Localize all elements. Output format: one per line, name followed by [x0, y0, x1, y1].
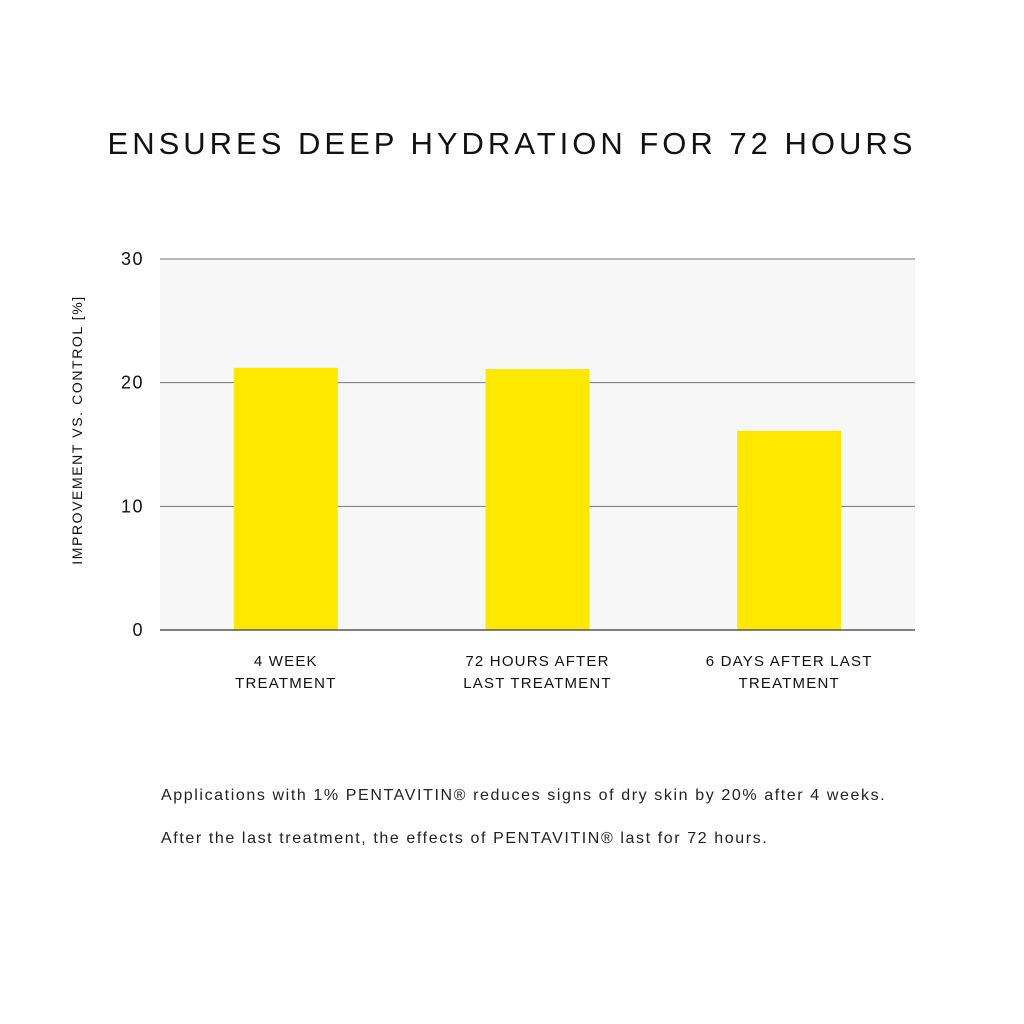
bar-2	[485, 369, 590, 630]
x-category-label: 4 WEEK	[254, 653, 318, 670]
bar-1	[233, 367, 338, 630]
x-category-label: TREATMENT	[235, 675, 336, 692]
y-tick-label: 10	[121, 496, 144, 516]
x-category-label: TREATMENT	[738, 675, 839, 692]
footnote-2: After the last treatment, the effects of…	[161, 830, 769, 847]
bars	[233, 367, 842, 630]
chart-title: ENSURES DEEP HYDRATION FOR 72 HOURS	[107, 126, 917, 161]
y-tick-label: 30	[121, 249, 144, 269]
y-tick-label: 20	[121, 373, 144, 393]
y-tick-label: 0	[132, 620, 144, 640]
y-axis-label: IMPROVEMENT VS. CONTROL [%]	[69, 295, 85, 565]
x-category-label: LAST TREATMENT	[463, 675, 612, 692]
x-category-label: 72 HOURS AFTER	[465, 653, 609, 670]
x-category-labels: 4 WEEK TREATMENT 72 HOURS AFTER LAST TREATM…	[235, 653, 873, 692]
footnote-1: Applications with 1% PENTAVITIN® reduces…	[161, 787, 887, 804]
x-category-label: 6 DAYS AFTER LAST	[706, 653, 873, 670]
bar-3	[737, 430, 842, 630]
y-tick-labels: 0 10 20 30	[121, 249, 144, 640]
footnotes: Applications with 1% PENTAVITIN® reduces…	[161, 784, 921, 870]
